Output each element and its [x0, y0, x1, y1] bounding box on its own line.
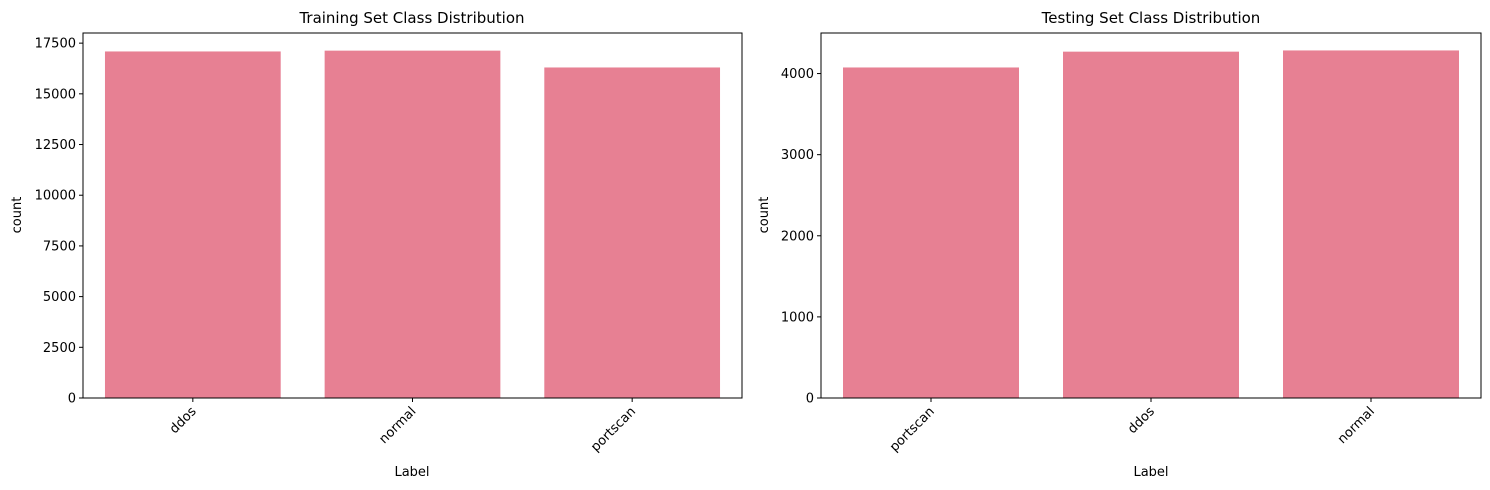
- testing-x-tick-label: normal: [1335, 404, 1378, 447]
- training-bars: [104, 50, 721, 399]
- training-x-ticks: ddos normal portscan: [167, 398, 639, 455]
- testing-x-tick-label: ddos: [1125, 404, 1158, 437]
- training-bar-portscan: [544, 67, 721, 398]
- testing-bar-ddos: [1063, 51, 1239, 399]
- training-y-tick-label: 2500: [43, 341, 76, 356]
- testing-y-tick-label: 1000: [781, 310, 814, 325]
- training-plot-frame: [82, 32, 743, 399]
- testing-x-tick-label: portscan: [887, 404, 938, 455]
- testing-x-axis-label: Label: [1133, 465, 1168, 480]
- training-chart-title: Training Set Class Distribution: [298, 9, 524, 27]
- training-bar-normal: [324, 50, 501, 399]
- testing-bar-portscan: [843, 67, 1019, 398]
- testing-y-tick-label: 3000: [781, 148, 814, 163]
- training-x-tick-label: normal: [377, 404, 420, 447]
- testing-chart: Testing Set Class Distribution Label cou…: [757, 9, 1482, 480]
- testing-y-tick-label: 0: [806, 392, 814, 407]
- training-bar-ddos: [104, 51, 281, 398]
- training-y-tick-label: 17500: [35, 37, 76, 52]
- training-x-axis-label: Label: [394, 465, 429, 480]
- testing-chart-title: Testing Set Class Distribution: [1041, 9, 1261, 27]
- training-y-tick-label: 7500: [43, 239, 76, 254]
- testing-bar-normal: [1283, 50, 1459, 398]
- testing-x-ticks: portscan ddos normal: [887, 398, 1378, 455]
- testing-y-tick-label: 2000: [781, 229, 814, 244]
- training-y-tick-label: 10000: [35, 189, 76, 204]
- testing-y-tick-label: 4000: [781, 67, 814, 82]
- training-x-tick-label: portscan: [588, 404, 639, 455]
- training-x-tick-label: ddos: [167, 404, 200, 437]
- training-chart: Training Set Class Distribution Label co…: [10, 9, 743, 480]
- testing-y-ticks: 0 1000 2000 3000 4000: [781, 67, 821, 407]
- training-y-tick-label: 12500: [35, 138, 76, 153]
- training-y-tick-label: 5000: [43, 290, 76, 305]
- testing-plot-frame: [820, 32, 1482, 399]
- testing-y-axis-label: count: [757, 197, 772, 234]
- training-y-ticks: 0 2500 5000 7500 10000 12500 15000 17500: [35, 37, 83, 407]
- testing-bars: [843, 50, 1459, 399]
- training-y-tick-label: 15000: [35, 87, 76, 102]
- training-y-axis-label: count: [10, 197, 25, 234]
- training-y-tick-label: 0: [68, 392, 76, 407]
